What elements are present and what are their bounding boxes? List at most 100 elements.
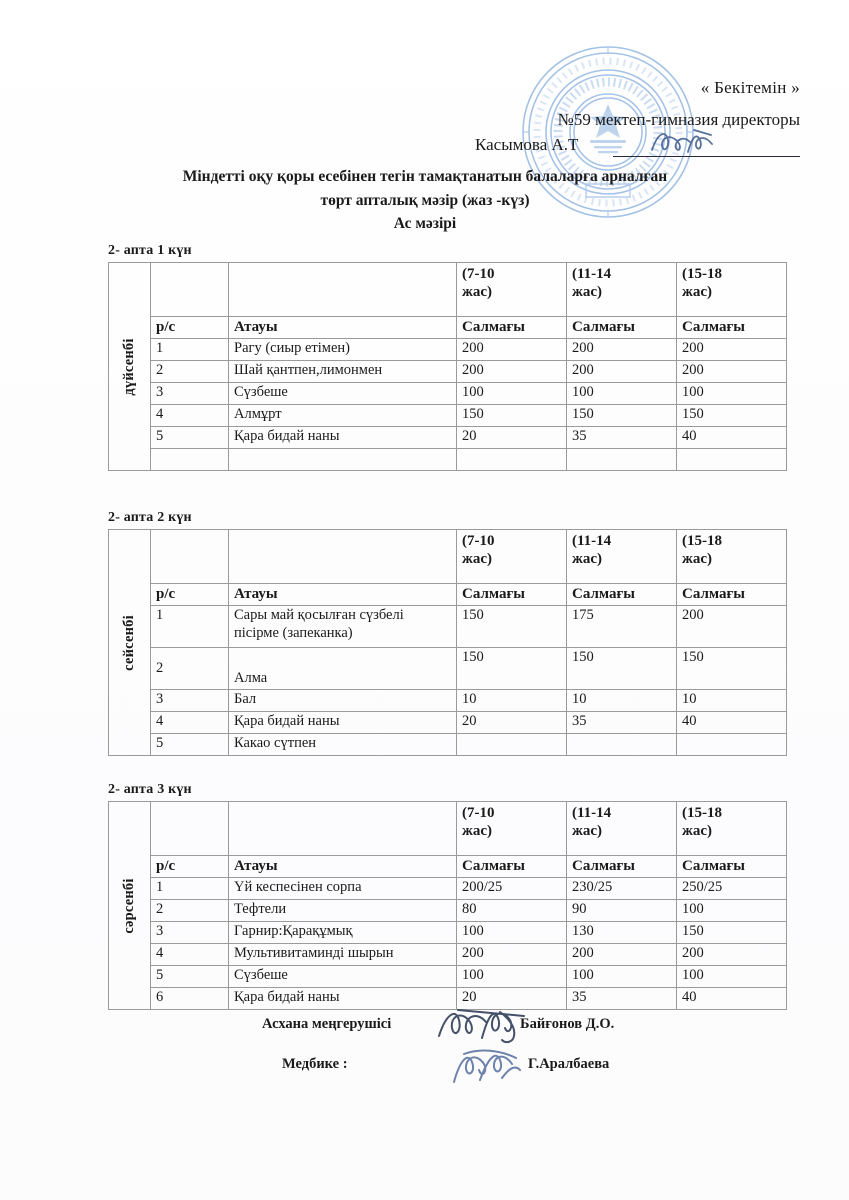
table-row: 3 Гарнир:Қарақұмық 100 130 150: [109, 921, 787, 944]
weight-age1: [456, 733, 567, 756]
weight-age2: 10: [566, 689, 677, 712]
weight-age2: 35: [566, 987, 677, 1010]
director-signature-rule: [613, 156, 800, 157]
weight-age1: 100: [456, 965, 567, 988]
nurse-name: Г.Аралбаева: [528, 1056, 610, 1072]
weight-age2: 230/25: [566, 877, 677, 900]
weight-age1: 200/25: [456, 877, 567, 900]
column-header-weight-3: Салмағы: [676, 583, 787, 606]
table-row: 4 Мультивитаминді шырын 200 200 200: [109, 943, 787, 966]
title-line-1: Міндетті оқу қоры есебінен тегін тамақта…: [182, 168, 668, 185]
nurse-role: Медбике :: [282, 1056, 348, 1072]
column-header-weight-2: Салмағы: [566, 316, 677, 339]
column-header-name: Атауы: [228, 583, 457, 606]
weight-age1: 150: [456, 404, 567, 427]
dish-name: Какао сүтпен: [228, 733, 457, 756]
section-label-1: 2- апта 1 күн: [108, 243, 192, 258]
dish-name: Рагу (сиыр етімен): [228, 338, 457, 361]
section-label-2: 2- апта 2 күн: [108, 510, 192, 525]
weight-age3: 40: [676, 987, 787, 1010]
row-number: 5: [150, 965, 229, 988]
weight-age3: 150: [676, 647, 787, 690]
dish-name: Шай қантпен,лимонмен: [228, 360, 457, 383]
weight-age2: [566, 448, 677, 471]
weight-age3: 100: [676, 899, 787, 922]
dish-name: Алма: [228, 647, 457, 690]
age-group-3-header: (15-18 жас): [676, 801, 787, 856]
weight-age1: 80: [456, 899, 567, 922]
dish-name: Сүзбеше: [228, 965, 457, 988]
weight-age3: [676, 448, 787, 471]
column-header-weight-2: Салмағы: [566, 855, 677, 878]
empty-corner-name: [228, 262, 457, 317]
row-number: 1: [150, 605, 229, 648]
weight-age3: 200: [676, 338, 787, 361]
row-number: 2: [150, 647, 229, 690]
dish-name: Бал: [228, 689, 457, 712]
empty-corner-num: [150, 529, 229, 584]
weight-age3: 150: [676, 404, 787, 427]
weight-age1: [456, 448, 567, 471]
age-group-1-header: (7-10 жас): [456, 262, 567, 317]
weight-age3: 40: [676, 426, 787, 449]
title-line-3: Ас мәзірі: [393, 215, 457, 233]
director-name: Касымова А.Т: [475, 135, 579, 154]
row-number: 5: [150, 426, 229, 449]
table-row: 2 Шай қантпен,лимонмен 200 200 200: [109, 360, 787, 383]
director-title: №59 мектеп-гимназия директоры: [557, 110, 800, 129]
weight-age3: 200: [676, 943, 787, 966]
dish-name: [228, 448, 457, 471]
day-section-2: 2- апта 2 күн сейсенбі (7-10 жас) (11-14 ж…: [108, 510, 787, 756]
column-header-num: р/с: [150, 855, 229, 878]
dish-name: Алмұрт: [228, 404, 457, 427]
row-number: 3: [150, 689, 229, 712]
empty-corner-name: [228, 529, 457, 584]
weight-age1: 20: [456, 711, 567, 734]
approval-label: « Бекітемін »: [700, 78, 800, 97]
footer-row-canteen-manager: Асхана меңгерушісі Байғонов Д.О.: [0, 1009, 849, 1044]
weight-age3: 250/25: [676, 877, 787, 900]
weight-age3: 100: [676, 965, 787, 988]
dish-name: Қара бидай наны: [228, 987, 457, 1010]
canteen-manager-role: Асхана меңгерушісі: [262, 1016, 392, 1032]
column-header-weight-3: Салмағы: [676, 316, 787, 339]
weight-age3: 10: [676, 689, 787, 712]
weight-age1: 100: [456, 921, 567, 944]
weight-age1: 100: [456, 382, 567, 405]
dish-name: Сүзбеше: [228, 382, 457, 405]
canteen-manager-signature: [436, 1004, 532, 1046]
weight-age1: 20: [456, 987, 567, 1010]
column-header-num: р/с: [150, 316, 229, 339]
weekday-label-3: сәрсенбі: [120, 877, 137, 934]
menu-table-1: дүйсенбі (7-10 жас) (11-14 жас) (15-18 жас)…: [108, 262, 787, 471]
row-number: 1: [150, 338, 229, 361]
row-number: 2: [150, 360, 229, 383]
column-header-weight-1: Салмағы: [456, 855, 567, 878]
menu-table-3: сәрсенбі (7-10 жас) (11-14 жас) (15-18 жас)…: [108, 801, 787, 1010]
table-row: 2 Алма 150 150 150: [109, 647, 787, 690]
weight-age2: 200: [566, 338, 677, 361]
weight-age2: 175: [566, 605, 677, 648]
menu-table-2: сейсенбі (7-10 жас) (11-14 жас) (15-18 жас)…: [108, 529, 787, 756]
weight-age2: 100: [566, 382, 677, 405]
table-row: 5 Қара бидай наны 20 35 40: [109, 426, 787, 449]
weight-age2: 150: [566, 404, 677, 427]
table-row: 5 Какао сүтпен: [109, 733, 787, 756]
table-row: 5 Сүзбеше 100 100 100: [109, 965, 787, 988]
nurse-signature: [450, 1044, 536, 1090]
column-header-num: р/с: [150, 583, 229, 606]
canteen-manager-name: Байғонов Д.О.: [520, 1016, 615, 1032]
row-number: 3: [150, 382, 229, 405]
weekday-label-1: дүйсенбі: [120, 337, 137, 396]
age-group-2-header: (11-14 жас): [566, 801, 677, 856]
weekday-cell-2: сейсенбі: [108, 529, 151, 756]
weight-age1: 150: [456, 605, 567, 648]
footer-row-nurse: Медбике : Г.Аралбаева: [0, 1042, 849, 1083]
dish-name: Тефтели: [228, 899, 457, 922]
age-group-1-header: (7-10 жас): [456, 801, 567, 856]
row-number: 1: [150, 877, 229, 900]
dish-name: Сары май қосылған сүзбелі пісірме (запек…: [228, 605, 457, 648]
table-row: 3 Сүзбеше 100 100 100: [109, 382, 787, 405]
weight-age1: 150: [456, 647, 567, 690]
weight-age2: [566, 733, 677, 756]
